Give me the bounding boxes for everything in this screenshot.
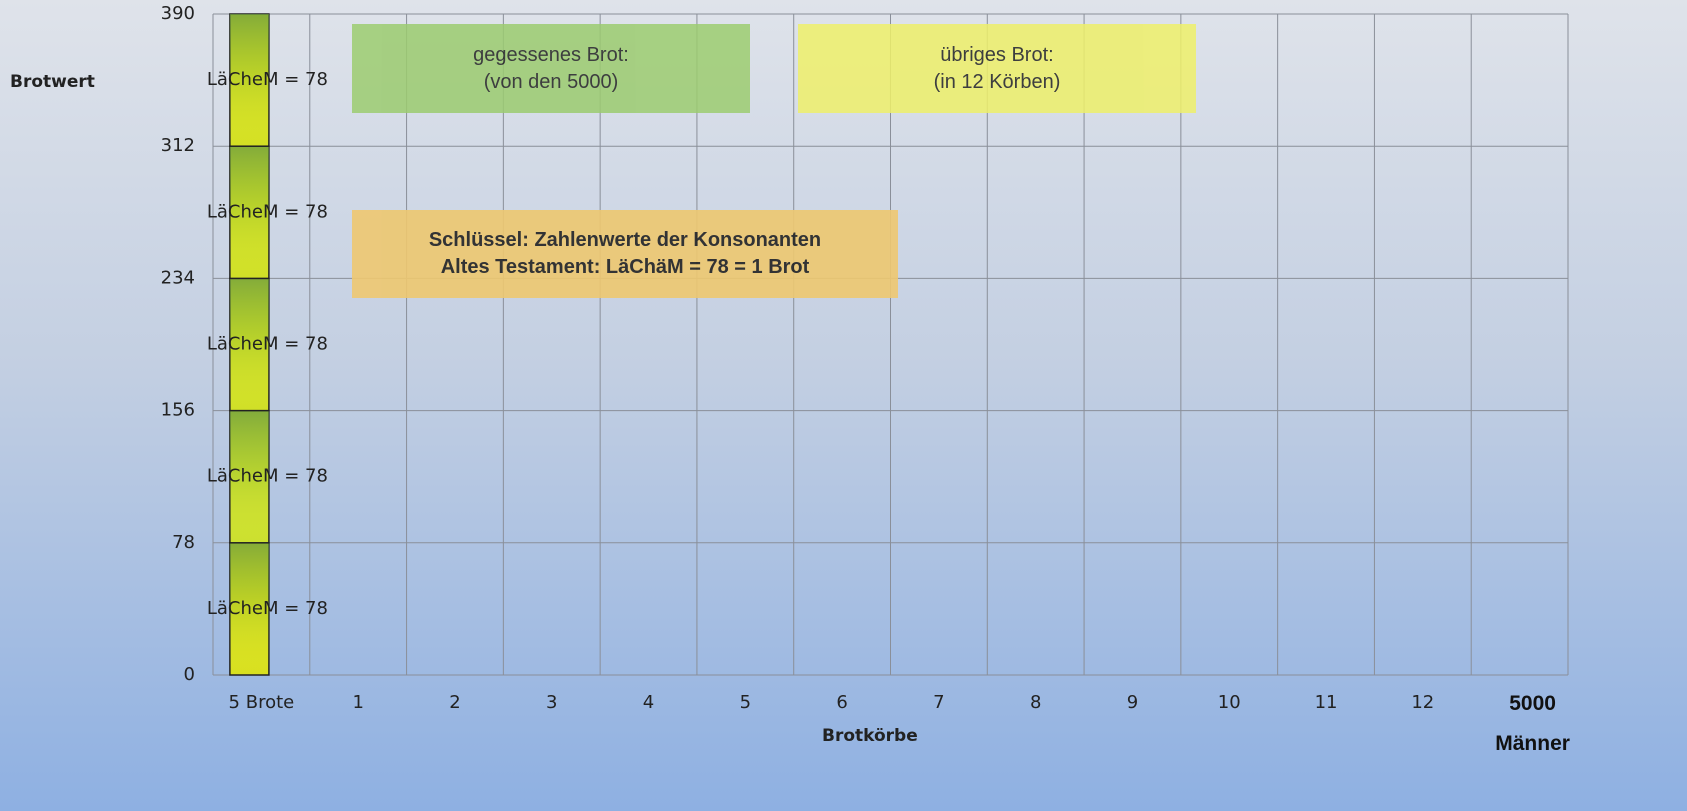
data-label: LäCheM = 78 bbox=[207, 334, 328, 355]
annotation-text: übriges Brot: bbox=[940, 43, 1054, 66]
data-label: LäCheM = 78 bbox=[207, 598, 328, 619]
x-tick-label: 4 bbox=[642, 692, 655, 713]
bar-shade bbox=[229, 410, 269, 543]
x-tick-label: 12 bbox=[1411, 692, 1435, 713]
x-tick-label: 2 bbox=[449, 692, 461, 713]
x-tick-label: 11 bbox=[1314, 692, 1338, 713]
x-tick-label: 5 bbox=[739, 692, 752, 713]
x-tick-label: 9 bbox=[1126, 692, 1139, 713]
bar-shade bbox=[229, 146, 269, 279]
y-tick-label: 312 bbox=[161, 135, 195, 156]
x-tick-label: 5 Brote bbox=[228, 692, 295, 713]
data-label: LäCheM = 78 bbox=[207, 201, 328, 222]
x-tick-label: 3 bbox=[546, 692, 558, 713]
x-tick-label: 8 bbox=[1029, 692, 1042, 713]
x-tick-label: 7 bbox=[933, 692, 945, 713]
data-label: LäCheM = 78 bbox=[207, 69, 328, 90]
bar-shade bbox=[229, 14, 269, 147]
bar-shade bbox=[229, 278, 269, 411]
annotation-box: übriges Brot: (in 12 Körben) bbox=[798, 24, 1196, 113]
x-axis-label: Brotkörbe bbox=[822, 726, 918, 746]
annotation-text: Altes Testament: LäChäM = 78 = 1 Brot bbox=[440, 256, 810, 278]
y-tick-label: 156 bbox=[161, 400, 195, 421]
annotation-text: gegessenes Brot: bbox=[473, 43, 629, 66]
annotation-text: (in 12 Körben) bbox=[933, 70, 1061, 93]
annotation-text: Schlüssel: Zahlenwerte der Konsonanten bbox=[428, 229, 822, 251]
annotation-box: Schlüssel: Zahlenwerte der Konsonanten Al… bbox=[352, 210, 898, 298]
x-tick-label: 10 bbox=[1217, 692, 1241, 713]
y-tick-label: 78 bbox=[172, 532, 195, 553]
data-label: LäCheM = 78 bbox=[207, 466, 328, 487]
y-axis-label: Brotwert bbox=[10, 72, 95, 92]
y-tick-label: 0 bbox=[184, 664, 195, 685]
x-tick-label: 5000 Männer bbox=[1495, 692, 1570, 755]
y-tick-label: 234 bbox=[161, 267, 195, 288]
annotation-text: (von den 5000) bbox=[483, 70, 619, 93]
bar-shade bbox=[229, 542, 269, 675]
y-tick-label: 390 bbox=[161, 3, 195, 24]
annotation-box: gegessenes Brot: (von den 5000) bbox=[352, 24, 750, 113]
x-tick-label: 6 bbox=[836, 692, 848, 713]
x-tick-label: 1 bbox=[352, 692, 364, 713]
